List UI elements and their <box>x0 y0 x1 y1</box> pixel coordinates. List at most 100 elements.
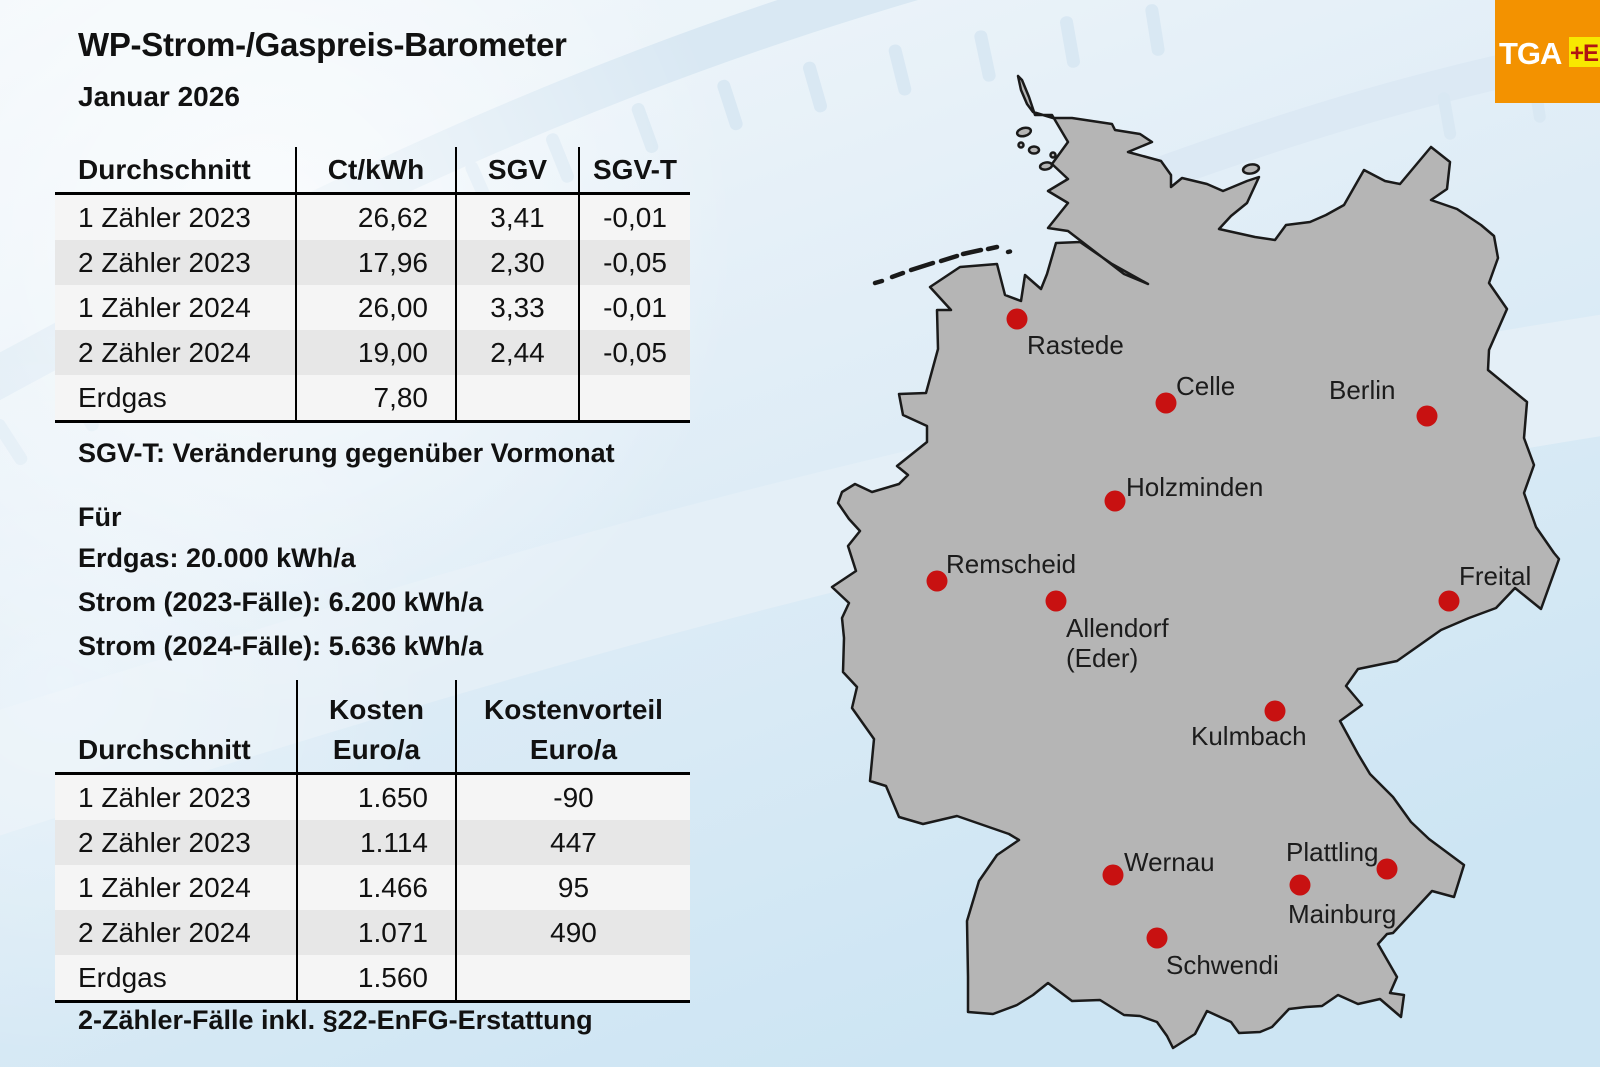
table-cell: 490 <box>455 910 690 955</box>
note-erdgas: Erdgas: 20.000 kWh/a <box>78 543 356 573</box>
table-cell: 19,00 <box>295 330 455 375</box>
city-dot-berlin <box>1416 405 1438 427</box>
header-line: Kosten <box>329 694 424 725</box>
table-cell: 1 Zähler 2023 <box>78 782 251 813</box>
table-cell: 2 Zähler 2024 <box>78 917 251 948</box>
table-row: 2 Zähler 2023 17,96 2,30 -0,05 <box>55 240 690 285</box>
city-label-kulmbach: Kulmbach <box>1191 721 1307 751</box>
table-cell <box>578 375 690 420</box>
price-table-body: 1 Zähler 2023 26,62 3,41 -0,01 2 Zähler … <box>55 195 690 423</box>
table-cell: 1 Zähler 2024 <box>78 292 251 323</box>
column-header: Kostenvorteil Euro/a <box>455 680 690 772</box>
table-cell: 17,96 <box>295 240 455 285</box>
city-dot-plattling <box>1376 858 1398 880</box>
note-fuer: Für <box>78 502 122 532</box>
cost-table-header: Durchschnitt Kosten Euro/a Kostenvorteil… <box>55 680 690 775</box>
city-label-allendorf: Allendorf (Eder) <box>1066 613 1169 673</box>
table-cell: 1 Zähler 2024 <box>78 872 251 903</box>
table-row: Erdgas 7,80 <box>55 375 690 420</box>
city-dot-holzminden <box>1104 490 1126 512</box>
table-cell: 26,62 <box>295 195 455 240</box>
table-cell: 1 Zähler 2023 <box>78 202 251 233</box>
germany-outline <box>830 74 1561 1050</box>
city-label-freital: Freital <box>1459 561 1532 591</box>
table-cell: 1.466 <box>296 865 455 910</box>
table-cell <box>455 955 690 1000</box>
table-row: 1 Zähler 2023 26,62 3,41 -0,01 <box>55 195 690 240</box>
table-cell: -0,05 <box>578 330 690 375</box>
city-label-holzminden: Holzminden <box>1126 472 1264 502</box>
table-cell: Erdgas <box>78 382 167 413</box>
table-cell: 2 Zähler 2023 <box>78 827 251 858</box>
table-cell: Erdgas <box>78 962 167 993</box>
table-row: 1 Zähler 2023 1.650 -90 <box>55 775 690 820</box>
city-dot-remscheid <box>926 570 948 592</box>
city-label-remscheid: Remscheid <box>946 549 1077 579</box>
column-header: Ct/kWh <box>295 147 455 192</box>
table-cell: 7,80 <box>295 375 455 420</box>
tgae-logo: TGA +E <box>1495 0 1600 103</box>
city-dot-kulmbach <box>1264 700 1286 722</box>
page-subtitle: Januar 2026 <box>78 81 240 112</box>
city-dot-wernau <box>1102 864 1124 886</box>
city-label-schwendi: Schwendi <box>1166 950 1279 980</box>
table-cell: 26,00 <box>295 285 455 330</box>
city-dot-mainburg <box>1289 874 1311 896</box>
table-cell: 1.114 <box>296 820 455 865</box>
city-dot-rastede <box>1006 308 1028 330</box>
table-cell: 3,33 <box>455 285 578 330</box>
header-line: Euro/a <box>529 734 618 765</box>
table-cell: -0,05 <box>578 240 690 285</box>
city-label-mainburg: Mainburg <box>1288 899 1397 929</box>
city-label-celle: Celle <box>1176 371 1236 401</box>
table-cell: 2 Zähler 2023 <box>78 247 251 278</box>
fehmarn-island <box>1241 163 1261 175</box>
table-cell: 2 Zähler 2024 <box>78 337 251 368</box>
column-header: Durchschnitt <box>78 734 251 765</box>
cost-table: Durchschnitt Kosten Euro/a Kostenvorteil… <box>55 680 690 1003</box>
city-label-plattling: Plattling <box>1286 837 1379 867</box>
table-cell: 1.560 <box>296 955 455 1000</box>
table-cell: -0,01 <box>578 285 690 330</box>
city-dot-allendorf <box>1045 590 1067 612</box>
city-label-berlin: Berlin <box>1329 375 1396 405</box>
table-cell: 2,44 <box>455 330 578 375</box>
table-cell: 1.071 <box>296 910 455 955</box>
table-cell: 447 <box>455 820 690 865</box>
city-label-rastede: Rastede <box>1027 330 1124 360</box>
column-header: Kosten Euro/a <box>296 680 455 772</box>
logo-yellow-box <box>1569 37 1600 67</box>
price-table-header: Durchschnitt Ct/kWh SGV SGV-T <box>55 147 690 195</box>
column-header: Durchschnitt <box>78 154 251 185</box>
column-header: SGV <box>455 147 578 192</box>
table-row: 2 Zähler 2024 1.071 490 <box>55 910 690 955</box>
page-title: WP-Strom-/Gaspreis-Barometer <box>78 26 567 63</box>
city-dot-schwendi <box>1146 927 1168 949</box>
header-line: Kostenvorteil <box>484 694 663 725</box>
east-frisian-islands <box>872 244 1013 286</box>
table-cell: 2,30 <box>455 240 578 285</box>
note-strom-2023: Strom (2023-Fälle): 6.200 kWh/a <box>78 587 484 617</box>
logo-tga-text: TGA <box>1499 36 1562 71</box>
table-cell: -0,01 <box>578 195 690 240</box>
table-row: Erdgas 1.560 <box>55 955 690 1000</box>
north-frisian-islands <box>1015 126 1261 175</box>
price-table: Durchschnitt Ct/kWh SGV SGV-T 1 Zähler 2… <box>55 147 690 423</box>
table-row: 1 Zähler 2024 26,00 3,33 -0,01 <box>55 285 690 330</box>
city-markers <box>926 308 1460 949</box>
cost-table-footnote: 2-Zähler-Fälle inkl. §22-EnFG-Erstattung <box>78 1005 593 1035</box>
header-line: Euro/a <box>332 734 421 765</box>
cost-table-body: 1 Zähler 2023 1.650 -90 2 Zähler 2023 1.… <box>55 775 690 1003</box>
table-cell: 95 <box>455 865 690 910</box>
table-row: 2 Zähler 2023 1.114 447 <box>55 820 690 865</box>
logo-plus-e-text: +E <box>1570 40 1599 67</box>
table-cell <box>455 375 578 420</box>
table-row: 1 Zähler 2024 1.466 95 <box>55 865 690 910</box>
note-strom-2024: Strom (2024-Fälle): 5.636 kWh/a <box>78 631 484 661</box>
table-row: 2 Zähler 2024 19,00 2,44 -0,05 <box>55 330 690 375</box>
table-cell: -90 <box>455 775 690 820</box>
sgvt-note: SGV-T: Veränderung gegenüber Vormonat <box>78 438 615 468</box>
table-cell: 3,41 <box>455 195 578 240</box>
